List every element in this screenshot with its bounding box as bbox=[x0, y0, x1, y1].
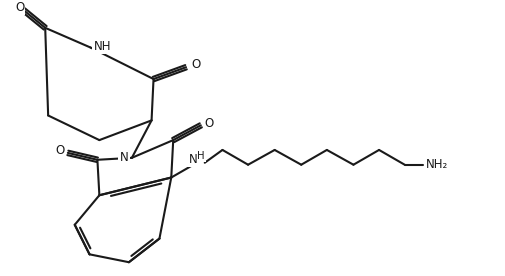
Text: O: O bbox=[55, 144, 65, 157]
Text: H: H bbox=[196, 151, 204, 161]
Text: O: O bbox=[15, 1, 24, 14]
Text: O: O bbox=[191, 58, 200, 71]
Text: N: N bbox=[188, 153, 197, 166]
Text: NH₂: NH₂ bbox=[425, 158, 447, 171]
Text: NH: NH bbox=[93, 40, 111, 53]
Text: N: N bbox=[119, 151, 128, 164]
Text: O: O bbox=[204, 117, 213, 130]
